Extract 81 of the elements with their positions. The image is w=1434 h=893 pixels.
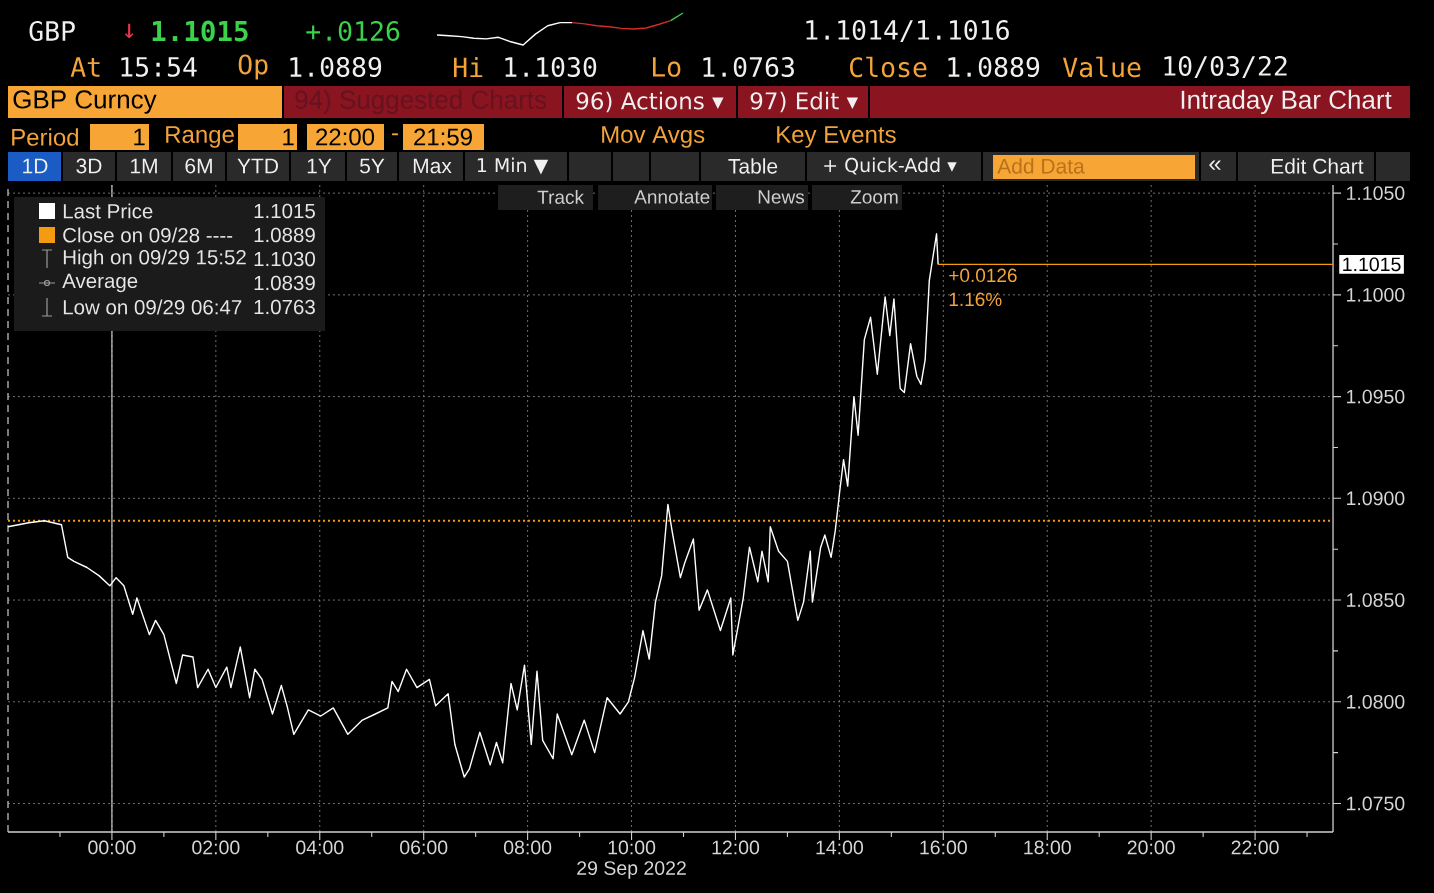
text: 3D [76,158,102,174]
x-tick-label: 02:00 [192,840,240,855]
text: 22:00 [316,128,375,146]
x-tick-label: 08:00 [503,840,552,855]
chart-title: Intraday Bar Chart [1181,89,1392,115]
annotation: Low on 09/29 06:47 [63,299,242,315]
text: 1.0889 [948,56,1040,78]
x-tick-label: 00:00 [88,840,136,855]
annotation: 1.0839 [254,275,315,291]
annotation: 1.16% [949,292,1002,307]
text: 1.0889 [290,56,382,78]
text: - [392,133,398,136]
text: Edit Chart [1271,158,1364,174]
annotation: News [758,190,805,204]
text: Key Events [777,126,896,148]
text: Range [166,126,234,148]
text: « [1209,160,1221,170]
text: 1.1015 [152,20,248,42]
annotation: 1.0889 [254,227,315,243]
legend-label: Close on 09/28 ---- [63,227,233,243]
text: 1Y [307,158,332,174]
annotation: 1.1030 [254,251,315,267]
text: Period [12,128,79,146]
annotation: Track [537,190,585,204]
text: 97) Edit ▾ [750,91,859,113]
y-tick-label: 1.0750 [1347,796,1405,811]
text: 1 Min ▼ [477,157,549,175]
annotation: 1.0763 [254,299,315,315]
text: Hi [453,56,483,78]
annotation: Zoom [850,190,898,204]
text: 96) Actions ▾ [576,91,724,113]
x-tick-label: 12:00 [712,840,760,855]
annotation: 1.1015 [254,203,315,219]
text: 1 [134,128,145,146]
legend-label: Last Price [63,203,153,219]
y-tick-label: 1.0800 [1347,694,1405,709]
text: 21:59 [414,128,472,146]
text: Lo [652,57,681,77]
text: At [70,57,100,77]
text: 1M [131,158,157,174]
text: 1.1014/1.1016 [806,19,1009,43]
text: + Quick-Add ▾ [824,157,957,175]
text: 15:54 [121,57,197,77]
text: 1.1015 [1343,257,1401,272]
text: 1 [283,128,294,146]
y-tick-label: 1.0900 [1347,491,1405,506]
text: +.0126 [306,20,400,42]
text: 5Y [360,158,385,174]
annotation: High on 09/29 15:52 [63,249,246,269]
x-tick-label: 16:00 [920,840,967,855]
text: Op [238,54,268,80]
text: 1.1030 [505,56,597,78]
annotation: +0.0126 [949,268,1017,283]
text: 10/03/22 [1164,55,1287,79]
y-tick-label: 1.1000 [1347,287,1405,302]
text: GBP [29,20,75,42]
text: Value [1062,56,1141,78]
text: 6M [185,158,212,174]
text: GBP Curncy [13,90,157,114]
annotation: Average [62,273,138,293]
y-tick-label: 1.1050 [1347,186,1405,201]
x-tick-label: 06:00 [400,840,448,855]
x-tick-label: 14:00 [816,840,864,855]
text: Close [850,56,927,78]
text: YTD [237,158,278,174]
y-tick-label: 1.0850 [1347,593,1405,607]
x-tick-label: 10:00 [608,840,656,855]
y-tick-label: 1.0950 [1347,389,1405,404]
text: Table [728,158,778,174]
text: Max [413,158,452,174]
text: 1.0763 [703,56,794,78]
annotation: Annotate [634,190,710,204]
x-tick-label: 22:00 [1231,840,1279,855]
text: Mov Avgs [602,126,705,148]
x-tick-label: 04:00 [296,840,344,855]
x-axis-title: 29 Sep 2022 [577,861,686,879]
text: Add Data [997,158,1085,174]
text: ↓ [124,23,134,39]
x-tick-label: 18:00 [1024,840,1071,855]
text: 1D [23,158,48,174]
x-tick-label: 20:00 [1127,840,1175,855]
